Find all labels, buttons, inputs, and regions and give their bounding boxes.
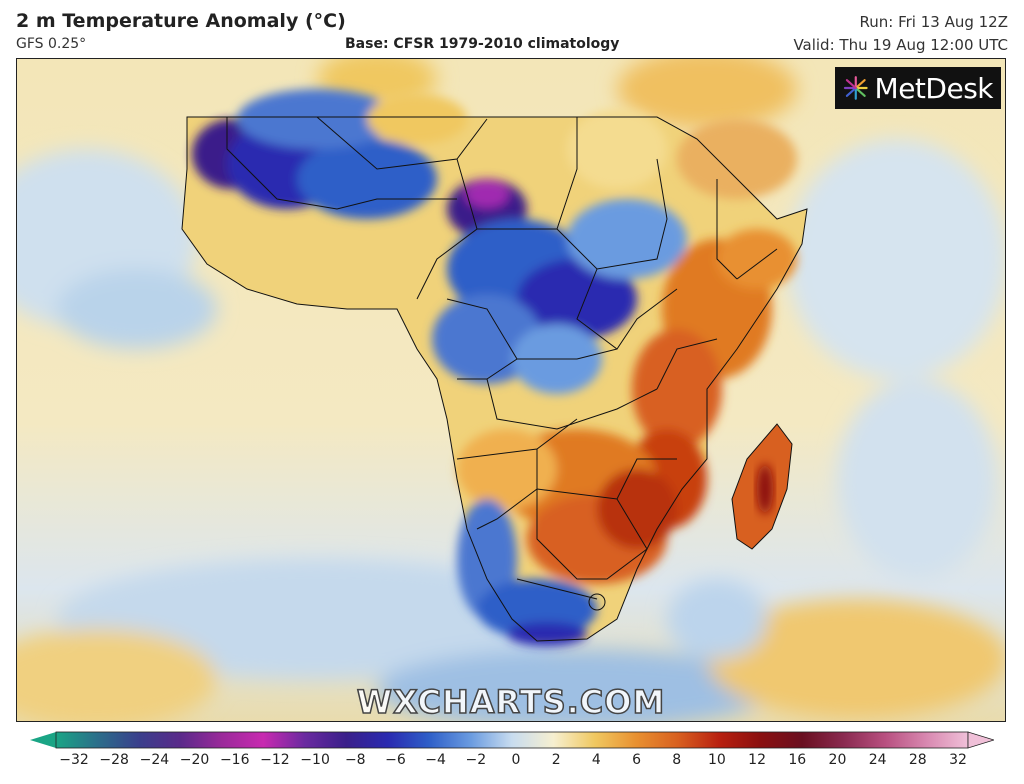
colorbar-tick-label: 16 xyxy=(788,752,807,768)
colorbar-tick-label: −24 xyxy=(139,752,170,768)
colorbar-left-arrow xyxy=(30,732,56,748)
color-legend: −32 −28 −24 −20 −16 −12 −10 −8 −6 −4 −2 0 2 4 6 8 10 12 16… xyxy=(30,728,994,778)
colorbar-tick-label: 6 xyxy=(632,752,641,768)
base-climatology-label: Base: CFSR 1979-2010 climatology xyxy=(345,36,620,52)
colorbar-tick-label: 4 xyxy=(591,752,601,768)
wxcharts-watermark: WXCHARTS.COM xyxy=(356,682,666,721)
colorbar-tick-label: −20 xyxy=(179,752,210,768)
colorbar-tick-label: −16 xyxy=(219,752,250,768)
run-time-label: Run: Fri 13 Aug 12Z xyxy=(859,13,1009,31)
colorbar-right-arrow xyxy=(967,731,994,749)
temperature-anomaly-map[interactable]: MetDesk WXCHARTS.COM xyxy=(16,58,1006,722)
colorbar-tick-label: −12 xyxy=(260,752,290,768)
colorbar-tick-label: −4 xyxy=(425,752,446,768)
colorbar xyxy=(30,731,994,749)
valid-time-label: Valid: Thu 19 Aug 12:00 UTC xyxy=(793,36,1008,54)
colorbar-tick-label: 10 xyxy=(707,752,726,768)
colorbar-tick-label: −28 xyxy=(99,752,129,768)
colorbar-tick-label: 20 xyxy=(828,752,847,768)
colorbar-gradient xyxy=(55,731,969,749)
map-canvas xyxy=(17,59,1005,721)
metdesk-logo-icon xyxy=(843,76,868,100)
colorbar-tick-label: 0 xyxy=(511,752,521,768)
colorbar-tick-label: 8 xyxy=(672,752,682,768)
colorbar-tick-label: −10 xyxy=(300,752,330,768)
colorbar-tick-label: −2 xyxy=(465,752,487,768)
metdesk-logo-text: MetDesk xyxy=(874,71,994,105)
colorbar-tick-label: 28 xyxy=(908,752,927,768)
model-label: GFS 0.25° xyxy=(16,36,87,52)
ocean-anomaly-field xyxy=(17,59,1005,721)
colorbar-tick-label: −8 xyxy=(344,752,366,768)
country-borders xyxy=(181,116,808,642)
metdesk-logo: MetDesk xyxy=(835,67,1001,109)
colorbar-tick-label: −6 xyxy=(385,752,406,768)
colorbar-tick-label: 24 xyxy=(868,752,887,768)
map-title: 2 m Temperature Anomaly (°C) xyxy=(16,10,346,32)
colorbar-tick-label: 12 xyxy=(748,752,766,768)
colorbar-tick-label: 32 xyxy=(949,752,967,768)
colorbar-tick-label: −32 xyxy=(59,752,89,768)
colorbar-tick-label: 2 xyxy=(551,752,561,768)
